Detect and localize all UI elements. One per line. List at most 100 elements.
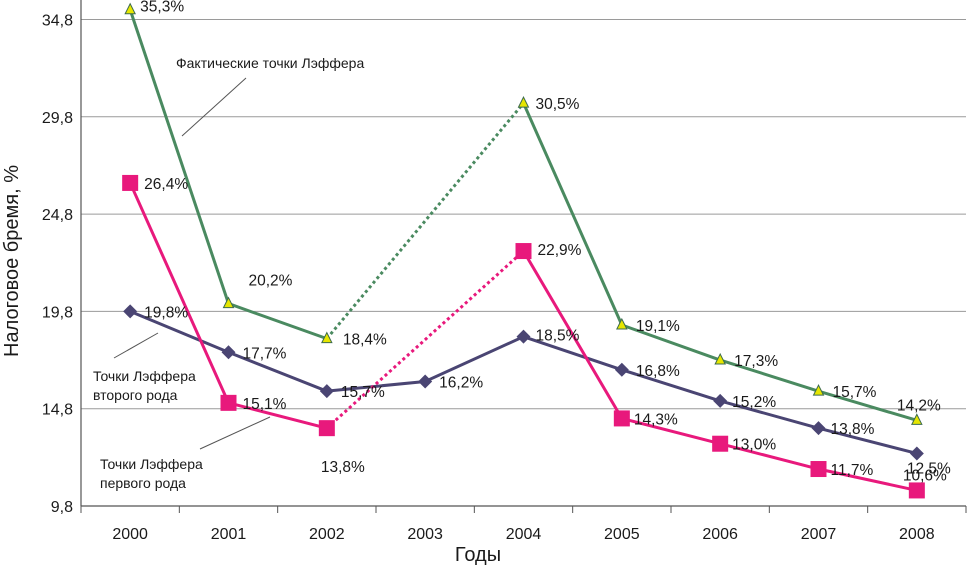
series-line-second: [718, 399, 820, 430]
data-label-first: 10,6%: [903, 467, 947, 484]
series-dotted-first: [325, 249, 525, 430]
marker-actual: [812, 384, 825, 396]
x-tick-label: 2008: [899, 526, 935, 543]
series-lines: [128, 8, 919, 492]
data-label-first: 15,1%: [243, 396, 287, 413]
marker-first: [613, 410, 630, 427]
series-line-second: [620, 368, 722, 403]
marker-first: [712, 435, 729, 452]
data-label-second: 18,5%: [536, 328, 580, 345]
marker-second: [123, 304, 138, 319]
series-line-actual: [128, 8, 230, 306]
marker-actual: [517, 96, 530, 108]
y-tick-label: 34,8: [42, 12, 73, 29]
x-axis-title: Годы: [455, 544, 501, 566]
marker-actual: [616, 317, 628, 330]
series-line-first: [227, 401, 329, 430]
series-line-actual: [620, 323, 722, 362]
data-label-second: 13,8%: [831, 421, 875, 438]
series-line-actual: [718, 358, 820, 393]
marker-actual: [714, 352, 726, 365]
series-line-second: [522, 335, 624, 372]
y-tick-label: 24,8: [42, 207, 73, 224]
marker-actual: [222, 296, 235, 309]
grid-lines: [81, 18, 966, 410]
series-line-first: [718, 442, 820, 471]
data-label-second: 15,7%: [341, 384, 385, 401]
annotation-first: первого рода: [100, 475, 186, 491]
series-line-actual: [522, 101, 624, 327]
data-label-actual: 17,3%: [734, 353, 778, 370]
annotation-first: Точки Лэффера: [100, 456, 203, 472]
data-label-actual: 14,2%: [897, 397, 941, 414]
data-labels: 35,3% 20,2% 18,4% 30,5% 19,1% 17,3% 15,7% 14,2%…: [140, 0, 951, 484]
series-line-first: [522, 249, 624, 420]
x-tick-label: 2001: [211, 526, 247, 543]
marker-second: [713, 393, 728, 408]
data-label-second: 16,8%: [636, 363, 680, 380]
series-line-actual: [227, 302, 329, 341]
data-label-first: 22,9%: [538, 242, 582, 259]
marker-second: [614, 362, 629, 377]
data-label-second: 16,2%: [439, 374, 483, 391]
series-markers: [122, 2, 925, 499]
data-label-actual: 30,5%: [536, 96, 580, 113]
data-label-first: 14,3%: [634, 411, 678, 428]
y-tick-labels: 9,8 14,8 19,8 24,8 29,8 34,8: [42, 12, 73, 516]
marker-second: [221, 345, 236, 360]
series-line-second: [423, 335, 525, 383]
data-label-first: 13,8%: [321, 459, 365, 476]
y-tick-label: 19,8: [42, 304, 73, 321]
marker-second: [811, 421, 826, 436]
marker-first: [318, 420, 335, 437]
y-tick-label: 14,8: [42, 402, 73, 419]
axes: [80, 0, 967, 513]
marker-first: [908, 482, 925, 499]
y-tick-label: 29,8: [42, 110, 73, 127]
marker-first: [122, 174, 139, 191]
x-tick-labels: 2000 2001 2002 2003 2004 2005 2006 2007 2008: [112, 526, 934, 543]
data-label-second: 17,7%: [243, 345, 287, 362]
series-dotted-actual: [325, 102, 525, 340]
x-tick-label: 2007: [801, 526, 837, 543]
series-line-second: [227, 350, 329, 393]
data-label-actual: 20,2%: [249, 273, 293, 290]
data-label-actual: 35,3%: [140, 0, 184, 16]
marker-second: [909, 446, 924, 461]
series-line-first: [817, 467, 919, 492]
x-tick-label: 2002: [309, 526, 345, 543]
annotation-leader-actual: [181, 77, 247, 137]
series-line-second: [128, 309, 230, 354]
series-line-first: [620, 416, 722, 446]
marker-first: [220, 394, 237, 411]
data-label-actual: 18,4%: [343, 332, 387, 349]
x-tick-label: 2004: [506, 526, 542, 543]
data-label-actual: 19,1%: [636, 318, 680, 335]
data-label-first: 13,0%: [732, 437, 776, 454]
series-line-second: [817, 426, 919, 455]
annotation-actual: Фактические точки Лэффера: [176, 55, 364, 71]
marker-first: [515, 243, 532, 260]
marker-actual: [321, 331, 333, 344]
annotation-leader-second: [113, 332, 159, 359]
data-label-actual: 15,7%: [833, 384, 877, 401]
series-line-actual: [817, 389, 919, 422]
marker-actual: [124, 2, 136, 15]
marker-second: [418, 374, 433, 389]
data-label-first: 11,7%: [831, 462, 874, 479]
data-label-second: 15,2%: [732, 394, 776, 411]
annotations: Фактические точки Лэффера Точки Лэффера вт…: [93, 55, 364, 491]
marker-actual: [911, 413, 923, 425]
data-label-first: 26,4%: [144, 176, 188, 193]
x-tick-label: 2006: [702, 526, 738, 543]
annotation-second: Точки Лэффера: [93, 368, 196, 384]
x-tick-label: 2000: [112, 526, 148, 543]
y-axis-title: Налоговое бремя, %: [1, 165, 23, 357]
data-label-second: 12,5%: [907, 460, 951, 477]
y-tick-label: 9,8: [51, 499, 73, 516]
annotation-leader-first: [199, 416, 271, 450]
x-tick-label: 2005: [604, 526, 640, 543]
marker-second: [319, 384, 334, 399]
annotation-second: второго рода: [93, 387, 178, 403]
